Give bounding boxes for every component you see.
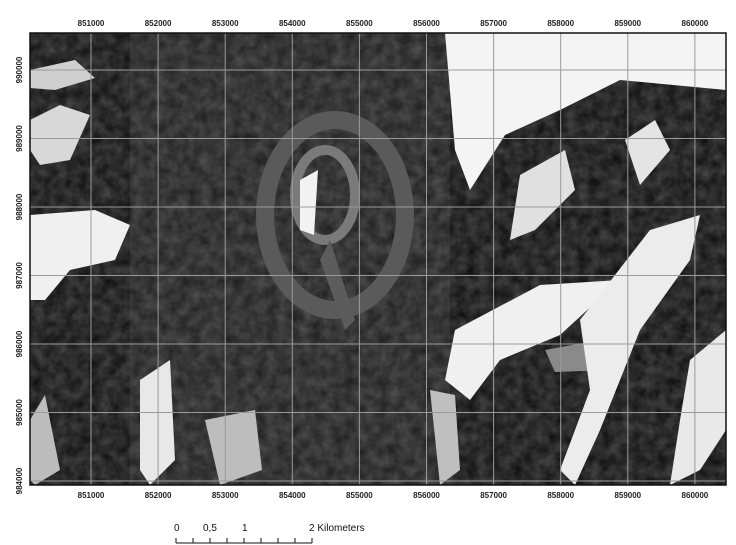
patch-south-2	[30, 395, 60, 485]
x-tick-label-top: 855000	[346, 19, 373, 28]
x-tick-label-top: 859000	[614, 19, 641, 28]
raster-layer	[30, 33, 726, 485]
patch-south-1	[205, 410, 262, 485]
y-tick-label: 985000	[15, 399, 24, 426]
x-tick-label-top: 856000	[413, 19, 440, 28]
map-frame	[29, 32, 727, 486]
x-tick-label-bottom: 852000	[145, 491, 172, 500]
mountain-ring	[256, 111, 414, 319]
scale-bar-ticks	[175, 538, 313, 543]
x-tick-label-bottom: 858000	[547, 491, 574, 500]
patch-northeast	[445, 33, 726, 190]
x-tick-label-top: 851000	[78, 19, 105, 28]
x-tick-label-bottom: 860000	[682, 491, 709, 500]
ridge-south	[320, 240, 355, 330]
graticule-grid	[30, 33, 726, 485]
y-tick-label: 989000	[15, 125, 24, 152]
y-tick-label: 987000	[15, 262, 24, 289]
x-axis-labels-bottom: 851000 852000 853000 854000 855000 856000 8570…	[78, 491, 709, 500]
mountain-ring-inner	[290, 145, 360, 245]
x-tick-label-bottom: 855000	[346, 491, 373, 500]
patch-east-2	[560, 215, 700, 485]
x-tick-label-top: 852000	[145, 19, 172, 28]
patch-east-4	[625, 120, 670, 185]
x-tick-label-bottom: 859000	[614, 491, 641, 500]
patch-southeast	[670, 330, 726, 485]
y-tick-label: 988000	[15, 193, 24, 220]
scale-label-2-kilometers: 2 Kilometers	[309, 523, 365, 534]
x-tick-label-bottom: 854000	[279, 491, 306, 500]
x-tick-label-bottom: 853000	[212, 491, 239, 500]
patch-northwest	[30, 105, 90, 165]
y-tick-label: 984000	[15, 467, 24, 494]
scale-label-0-5: 0,5	[203, 523, 217, 534]
x-tick-label-bottom: 856000	[413, 491, 440, 500]
x-tick-label-top: 854000	[279, 19, 306, 28]
scale-label-0: 0	[174, 523, 180, 534]
y-tick-label: 986000	[15, 330, 24, 357]
patch-east-3	[510, 150, 575, 240]
patch-east-1	[445, 280, 620, 400]
patch-west	[30, 210, 130, 300]
patch-southwest	[140, 360, 175, 485]
patch-south-east-strip	[430, 390, 460, 485]
scale-label-1: 1	[242, 523, 248, 534]
x-tick-label-top: 857000	[480, 19, 507, 28]
x-tick-label-top: 858000	[547, 19, 574, 28]
x-tick-label-bottom: 857000	[480, 491, 507, 500]
y-tick-label: 990000	[15, 56, 24, 83]
x-axis-labels-top: 851000 852000 853000 854000 855000 856000 8570…	[78, 19, 709, 28]
summit-highlight	[300, 170, 318, 235]
x-tick-label-bottom: 851000	[78, 491, 105, 500]
y-axis-labels: 990000 989000 988000 987000 986000 985000 9840…	[15, 56, 24, 494]
x-tick-label-top: 860000	[682, 19, 709, 28]
terrain-texture	[30, 33, 726, 485]
x-tick-label-top: 853000	[212, 19, 239, 28]
patch-northwest-2	[30, 60, 95, 90]
scale-bar: 0 0,5 1 2 Kilometers	[174, 523, 365, 544]
